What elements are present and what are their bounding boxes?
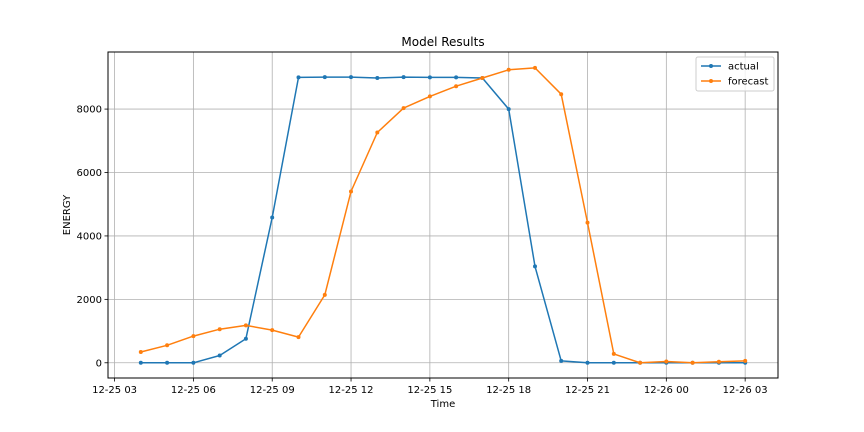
data-point-forecast bbox=[401, 106, 406, 111]
data-point-actual bbox=[401, 75, 406, 80]
data-point-actual bbox=[270, 215, 275, 220]
x-tick-label: 12-26 00 bbox=[644, 385, 689, 396]
data-point-forecast bbox=[270, 328, 275, 333]
data-point-forecast bbox=[664, 359, 669, 364]
data-point-actual bbox=[217, 353, 222, 358]
x-tick-label: 12-25 03 bbox=[92, 385, 137, 396]
y-tick-label: 2000 bbox=[77, 295, 102, 306]
data-point-actual bbox=[585, 360, 590, 365]
data-point-forecast bbox=[322, 292, 327, 297]
data-point-forecast bbox=[533, 65, 537, 70]
y-tick-label: 0 bbox=[96, 358, 102, 369]
data-point-forecast bbox=[165, 343, 170, 348]
data-point-actual bbox=[243, 336, 248, 341]
data-point-actual bbox=[611, 360, 616, 365]
x-tick-label: 12-25 12 bbox=[329, 385, 374, 396]
data-point-forecast bbox=[296, 335, 301, 340]
legend-marker-forecast bbox=[709, 79, 713, 83]
data-point-forecast bbox=[375, 130, 380, 135]
x-tick-label: 12-26 03 bbox=[723, 385, 768, 396]
data-point-forecast bbox=[454, 84, 459, 89]
legend: actual forecast bbox=[695, 56, 775, 92]
data-point-forecast bbox=[480, 76, 485, 80]
y-axis-label: ENERGY bbox=[62, 194, 73, 235]
legend-marker-actual bbox=[709, 64, 713, 68]
data-point-forecast bbox=[138, 350, 143, 354]
data-point-forecast bbox=[638, 360, 643, 365]
data-point-actual bbox=[349, 75, 353, 80]
y-tick-label: 4000 bbox=[77, 231, 102, 242]
data-point-forecast bbox=[349, 189, 353, 194]
x-tick-label: 12-25 15 bbox=[407, 385, 452, 396]
data-point-actual bbox=[296, 75, 301, 80]
data-point-actual bbox=[322, 75, 327, 80]
data-point-forecast bbox=[243, 323, 248, 328]
series-forecast bbox=[138, 65, 748, 365]
legend-label-forecast: forecast bbox=[728, 77, 769, 88]
legend-label-actual: actual bbox=[728, 62, 759, 73]
data-point-actual bbox=[454, 75, 459, 80]
data-point-actual bbox=[506, 107, 511, 112]
data-point-forecast bbox=[611, 351, 616, 356]
data-point-forecast bbox=[559, 92, 564, 97]
x-tick-label: 12-25 18 bbox=[486, 385, 531, 396]
data-point-forecast bbox=[191, 334, 196, 339]
data-point-forecast bbox=[690, 360, 695, 365]
x-axis-ticks: 12-25 03 12-25 06 12-25 09 12-25 12 12-25 15… bbox=[92, 378, 768, 396]
x-tick-label: 12-25 21 bbox=[565, 385, 610, 396]
plot-area-frame bbox=[107, 51, 779, 379]
data-point-forecast bbox=[716, 359, 721, 364]
data-point-forecast bbox=[585, 220, 590, 225]
chart-title: Model Results bbox=[401, 35, 484, 49]
data-point-actual bbox=[559, 358, 564, 363]
y-tick-label: 8000 bbox=[77, 105, 102, 116]
data-point-actual bbox=[191, 360, 196, 365]
series-line-forecast bbox=[140, 67, 746, 364]
x-tick-label: 12-25 06 bbox=[171, 385, 216, 396]
data-point-actual bbox=[375, 76, 380, 80]
x-axis-label: Time bbox=[430, 399, 455, 410]
data-point-forecast bbox=[217, 327, 222, 332]
data-point-forecast bbox=[743, 358, 748, 363]
data-point-actual bbox=[138, 360, 143, 365]
data-point-forecast bbox=[427, 94, 432, 99]
data-point-actual bbox=[533, 264, 537, 269]
y-axis-ticks: 0 2000 4000 6000 8000 bbox=[77, 105, 108, 369]
y-tick-label: 6000 bbox=[77, 168, 102, 179]
series-layer bbox=[138, 65, 748, 365]
data-point-forecast bbox=[506, 67, 511, 72]
data-point-actual bbox=[427, 75, 432, 80]
data-point-actual bbox=[165, 360, 170, 365]
x-tick-label: 12-25 09 bbox=[250, 385, 295, 396]
